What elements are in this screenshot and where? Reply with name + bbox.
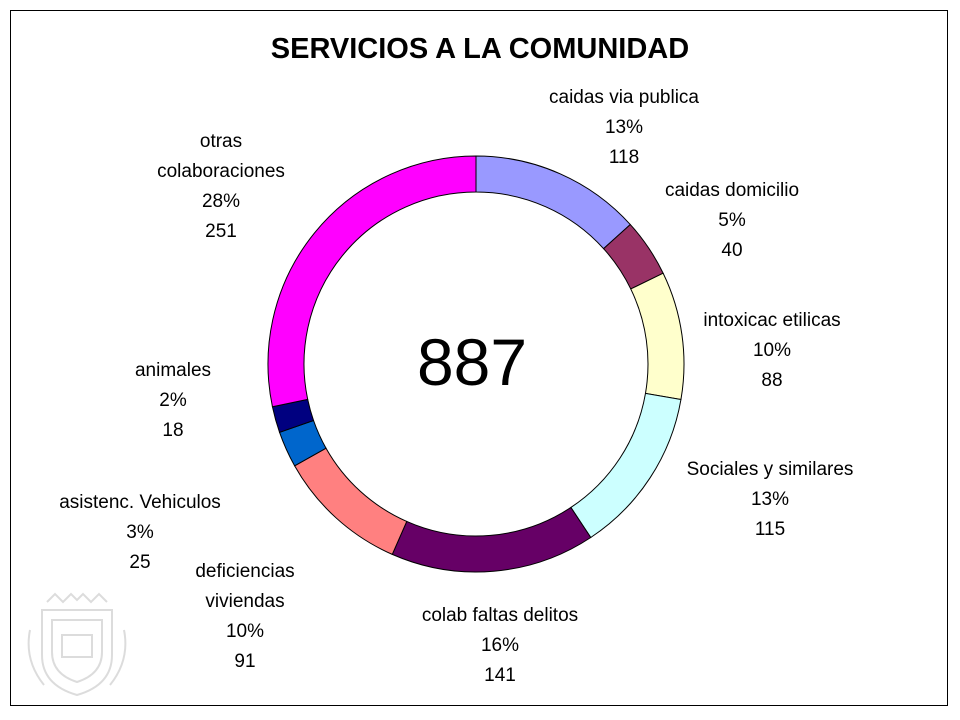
data-label-intoxicac-etilicas: intoxicac etilicas 10% 88: [703, 310, 840, 391]
chart-title: SERVICIOS A LA COMUNIDAD: [270, 33, 690, 65]
data-label-animales: animales 2% 18: [135, 360, 211, 441]
slice-colab-faltas-delitos: [391, 506, 592, 573]
data-label-sociales-y-similares: Sociales y similares 13% 115: [687, 459, 854, 540]
data-label-colab-faltas-delitos: colab faltas delitos 16% 141: [422, 605, 578, 686]
slice-caidas-via-publica: [475, 155, 632, 250]
data-label-caidas-domicilio: caidas domicilio 5% 40: [665, 180, 799, 261]
slice-deficiencias-viviendas: [293, 447, 408, 556]
data-label-deficiencias-viviendas: deficiencias viviendas 10% 91: [195, 561, 294, 672]
slice-intoxicac-etilicas: [630, 272, 685, 401]
data-label-caidas-via-publica: caidas via publica 13% 118: [549, 87, 699, 168]
data-label-asistenc-vehiculos: asistenc. Vehiculos 3% 25: [59, 492, 221, 573]
center-total-label: 887: [417, 325, 527, 399]
slices-group: [267, 155, 685, 573]
data-label-otras-colaboraciones: otras colaboraciones 28% 251: [157, 131, 285, 242]
seal-icon: [27, 592, 127, 697]
chart-frame: [10, 10, 948, 706]
slice-sociales-y-similares: [570, 392, 682, 539]
labels-group: caidas via publica 13% 118 caidas domicilio…: [59, 87, 853, 686]
slice-otras-colaboraciones: [267, 155, 477, 408]
